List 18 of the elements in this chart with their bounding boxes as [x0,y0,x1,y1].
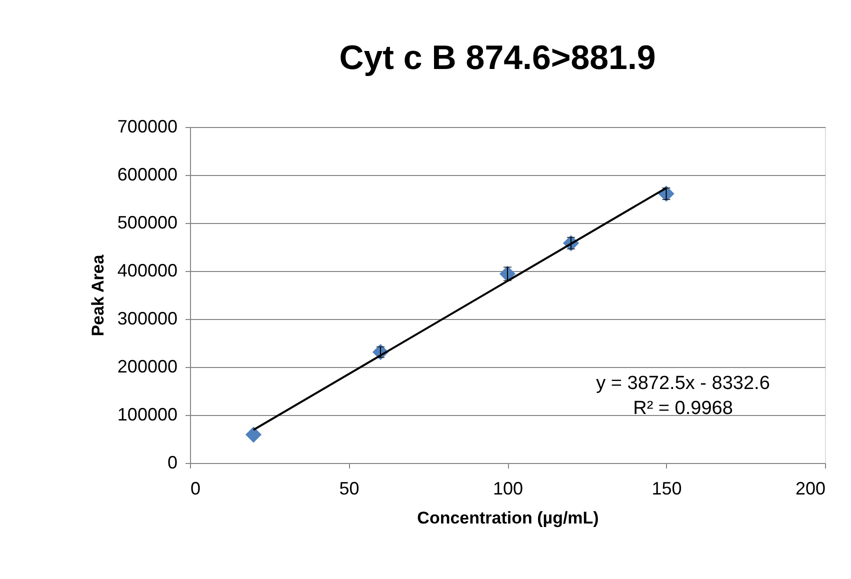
y-tick-label: 500000 [117,212,178,232]
y-tick-label: 300000 [117,308,178,328]
x-tick-label: 0 [190,478,201,498]
y-tick-label: 700000 [117,116,178,136]
x-tick-label: 100 [492,478,524,498]
x-axis-title: Concentration (µg/mL) [417,508,599,528]
annotation: y = 3872.5x - 8332.6 [596,373,770,394]
y-axis-title: Peak Area [88,254,108,336]
x-tick-label: 50 [339,478,360,498]
annotation: R² = 0.9968 [633,398,733,419]
y-tick-label: 200000 [117,356,178,376]
y-tick-label: 100000 [117,404,178,424]
x-tick-label: 150 [652,478,682,498]
y-tick-label: 400000 [117,260,178,280]
chart-title: Cyt c B 874.6>881.9 [339,39,656,77]
y-tick-label: 0 [167,452,178,472]
x-tick-label: 200 [795,478,826,498]
y-tick-label: 600000 [117,164,178,184]
